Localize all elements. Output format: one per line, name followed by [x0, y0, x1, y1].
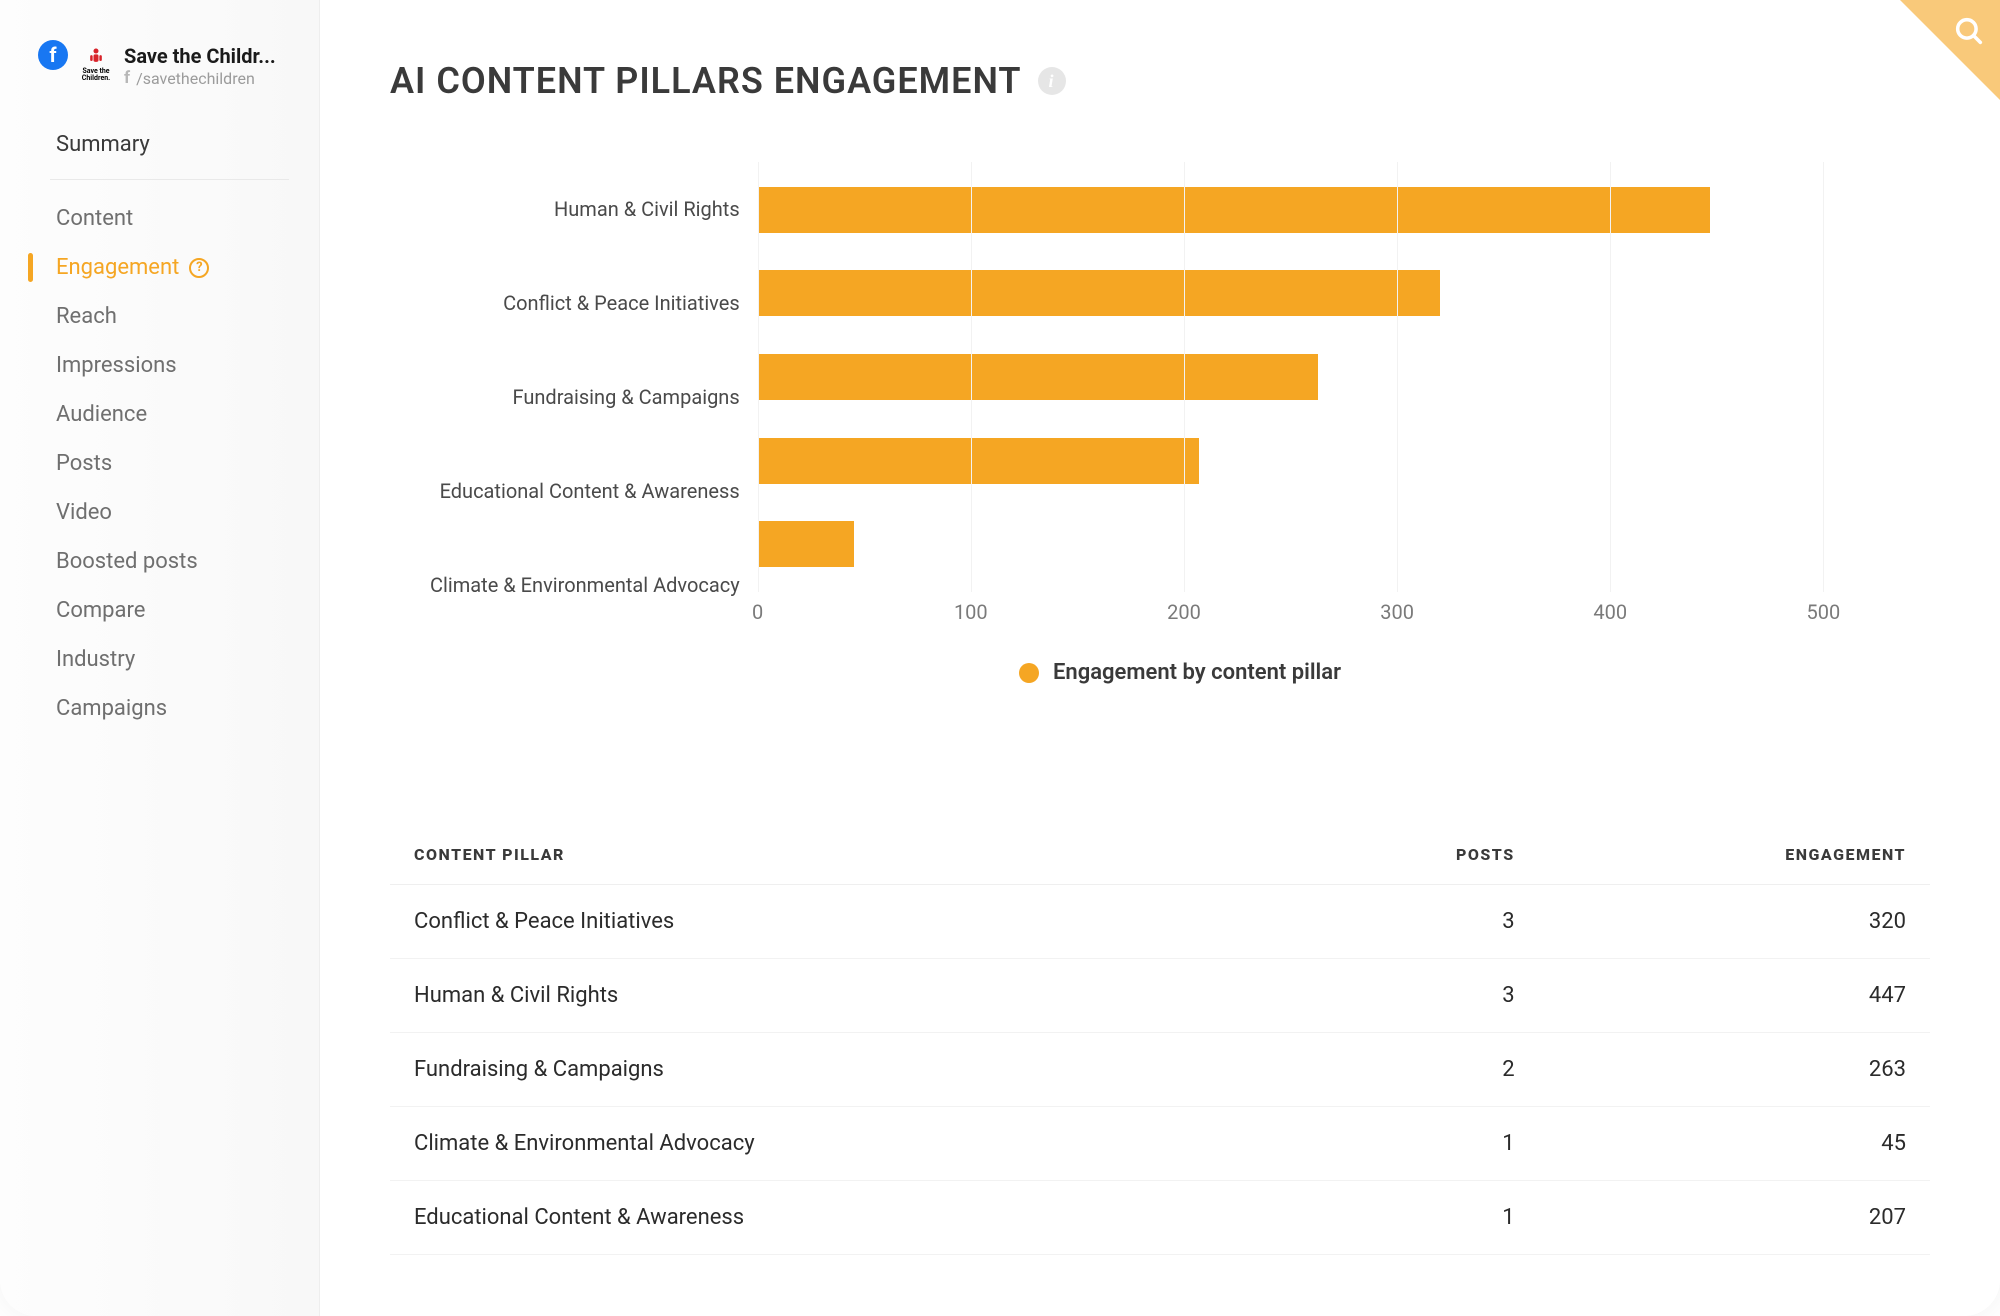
sidebar-item-industry[interactable]: Industry [0, 635, 319, 684]
chart-legend: Engagement by content pillar [430, 660, 1930, 685]
col-posts[interactable]: POSTS [1291, 825, 1538, 885]
cell-engagement: 263 [1539, 1033, 1930, 1107]
cell-pillar: Educational Content & Awareness [390, 1181, 1291, 1255]
sidebar-item-boosted-posts[interactable]: Boosted posts [0, 537, 319, 586]
chart-bar-row [758, 502, 1930, 586]
sidebar-item-impressions[interactable]: Impressions [0, 341, 319, 390]
facebook-icon: f [38, 40, 68, 70]
chart-gridline [1397, 162, 1398, 592]
sidebar-item-compare[interactable]: Compare [0, 586, 319, 635]
chart-y-label: Conflict & Peace Initiatives [430, 260, 740, 346]
chart-x-tick: 200 [1167, 600, 1201, 624]
table-row[interactable]: Educational Content & Awareness1207 [390, 1181, 1930, 1255]
cell-engagement: 320 [1539, 885, 1930, 959]
cell-posts: 3 [1291, 885, 1538, 959]
chart-bar-row [758, 419, 1930, 503]
cell-posts: 2 [1291, 1033, 1538, 1107]
sidebar-item-posts[interactable]: Posts [0, 439, 319, 488]
pillar-table: CONTENT PILLAR POSTS ENGAGEMENT Conflict… [390, 825, 1930, 1255]
cell-posts: 3 [1291, 959, 1538, 1033]
brand-title: Save the Childr... [124, 44, 276, 68]
cell-posts: 1 [1291, 1181, 1538, 1255]
chart-y-label: Human & Civil Rights [430, 166, 740, 252]
col-content-pillar[interactable]: CONTENT PILLAR [390, 825, 1291, 885]
sidebar-item-campaigns[interactable]: Campaigns [0, 684, 319, 733]
chart-x-axis: 0100200300400500 [758, 592, 1930, 632]
chart-bar-row [758, 335, 1930, 419]
brand-block: f Save the Children. Save the Childr... … [0, 28, 319, 110]
sidebar-item-label: Campaigns [56, 696, 167, 721]
brand-handle: f /savethechildren [124, 68, 276, 88]
search-icon[interactable] [1952, 14, 1986, 52]
sidebar-item-label: Content [56, 206, 133, 231]
sidebar-item-label: Audience [56, 402, 147, 427]
chart-gridline [1184, 162, 1185, 592]
table-row[interactable]: Climate & Environmental Advocacy145 [390, 1107, 1930, 1181]
chart-x-tick: 100 [954, 600, 988, 624]
info-icon[interactable]: i [1038, 67, 1066, 95]
chart-bar[interactable] [758, 187, 1711, 233]
sidebar-item-summary[interactable]: Summary [0, 120, 319, 173]
sidebar-item-label: Reach [56, 304, 117, 329]
table-row[interactable]: Conflict & Peace Initiatives3320 [390, 885, 1930, 959]
chart-x-tick: 300 [1380, 600, 1414, 624]
chart-bar[interactable] [758, 270, 1440, 316]
chart-y-label: Climate & Environmental Advocacy [430, 542, 740, 628]
col-engagement[interactable]: ENGAGEMENT [1539, 825, 1930, 885]
chart-x-tick: 400 [1593, 600, 1627, 624]
chart-bar[interactable] [758, 354, 1319, 400]
brand-text: Save the Childr... f /savethechildren [124, 38, 276, 88]
cell-engagement: 207 [1539, 1181, 1930, 1255]
legend-label: Engagement by content pillar [1053, 660, 1341, 685]
chart-plot [758, 162, 1930, 592]
chart-gridline [1823, 162, 1824, 592]
chart-bar[interactable] [758, 521, 854, 567]
cell-pillar: Conflict & Peace Initiatives [390, 885, 1291, 959]
cell-pillar: Climate & Environmental Advocacy [390, 1107, 1291, 1181]
sidebar-item-label: Summary [56, 132, 150, 157]
chart-x-tick: 500 [1807, 600, 1841, 624]
chart-y-labels: Human & Civil RightsConflict & Peace Ini… [430, 162, 758, 632]
sidebar-item-label: Video [56, 500, 112, 525]
cell-pillar: Fundraising & Campaigns [390, 1033, 1291, 1107]
org-logo: Save the Children. [78, 46, 114, 82]
sidebar-item-label: Posts [56, 451, 112, 476]
legend-color-icon [1019, 663, 1039, 683]
page-title: AI CONTENT PILLARS ENGAGEMENT i [390, 60, 1930, 102]
sidebar-item-label: Boosted posts [56, 549, 198, 574]
sidebar-item-reach[interactable]: Reach [0, 292, 319, 341]
sidebar-nav: Summary Content Engagement? Reach Impressio… [0, 110, 319, 743]
cell-pillar: Human & Civil Rights [390, 959, 1291, 1033]
cell-engagement: 447 [1539, 959, 1930, 1033]
chart-gridline [1610, 162, 1611, 592]
table-row[interactable]: Fundraising & Campaigns2263 [390, 1033, 1930, 1107]
chart-bar[interactable] [758, 438, 1199, 484]
sidebar-item-video[interactable]: Video [0, 488, 319, 537]
chart-bar-row [758, 252, 1930, 336]
table-row[interactable]: Human & Civil Rights3447 [390, 959, 1930, 1033]
cell-posts: 1 [1291, 1107, 1538, 1181]
app-root: f Save the Children. Save the Childr... … [0, 0, 2000, 1316]
nav-separator [50, 179, 289, 180]
sidebar: f Save the Children. Save the Childr... … [0, 0, 320, 1316]
facebook-glyph-icon: f [124, 68, 130, 88]
sidebar-item-label: Engagement [56, 255, 179, 280]
sidebar-item-audience[interactable]: Audience [0, 390, 319, 439]
engagement-chart: Human & Civil RightsConflict & Peace Ini… [390, 162, 1930, 685]
chart-y-label: Educational Content & Awareness [430, 448, 740, 534]
chart-gridline [758, 162, 759, 592]
chart-y-label: Fundraising & Campaigns [430, 354, 740, 440]
sidebar-item-content[interactable]: Content [0, 194, 319, 243]
chart-gridline [971, 162, 972, 592]
sidebar-item-label: Compare [56, 598, 145, 623]
chart-x-tick: 0 [752, 600, 763, 624]
main-panel: AI CONTENT PILLARS ENGAGEMENT i Human & … [320, 0, 2000, 1316]
sidebar-item-label: Impressions [56, 353, 177, 378]
sidebar-item-label: Industry [56, 647, 135, 672]
help-icon[interactable]: ? [189, 258, 209, 278]
cell-engagement: 45 [1539, 1107, 1930, 1181]
sidebar-item-engagement[interactable]: Engagement? [0, 243, 319, 292]
chart-bar-row [758, 168, 1930, 252]
